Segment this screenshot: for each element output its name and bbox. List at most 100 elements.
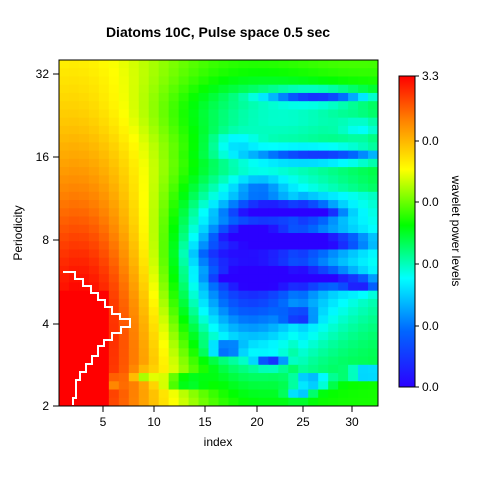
colorbar-tick-label: 0.0 bbox=[422, 319, 439, 333]
heatmap-cell bbox=[308, 373, 319, 382]
heatmap-cell bbox=[238, 191, 250, 201]
heatmap-cell bbox=[178, 331, 190, 341]
heatmap-cell bbox=[178, 249, 190, 259]
heatmap-cell bbox=[258, 142, 269, 152]
heatmap-cell bbox=[128, 290, 140, 300]
heatmap-cell bbox=[308, 265, 319, 275]
heatmap-cell bbox=[328, 290, 339, 300]
heatmap-cell bbox=[68, 183, 80, 193]
heatmap-cell bbox=[368, 356, 378, 366]
heatmap-cell bbox=[358, 389, 369, 399]
heatmap-cell bbox=[228, 340, 240, 349]
heatmap-cell bbox=[88, 381, 100, 391]
heatmap-cell bbox=[148, 142, 160, 152]
heatmap-cell bbox=[228, 356, 240, 366]
heatmap-cell bbox=[168, 208, 180, 218]
heatmap-cell bbox=[328, 76, 339, 86]
heatmap-cell bbox=[228, 265, 240, 275]
heatmap-cell bbox=[138, 323, 150, 333]
heatmap-cell bbox=[368, 397, 378, 406]
heatmap-cell bbox=[148, 183, 160, 193]
heatmap-cell bbox=[348, 175, 359, 185]
heatmap-cell bbox=[298, 150, 309, 160]
heatmap-cell bbox=[98, 150, 110, 160]
heatmap-cell bbox=[68, 92, 80, 102]
heatmap-cell bbox=[88, 142, 100, 152]
heatmap-cell bbox=[348, 348, 359, 358]
heatmap-cell bbox=[218, 92, 230, 102]
heatmap-cell bbox=[328, 340, 339, 349]
heatmap-cell bbox=[288, 101, 299, 111]
heatmap-cell bbox=[348, 265, 359, 275]
heatmap-cell bbox=[208, 101, 220, 111]
heatmap-cell bbox=[288, 364, 299, 374]
heatmap-cell bbox=[188, 142, 200, 152]
heatmap-cell bbox=[278, 84, 289, 94]
heatmap-cell bbox=[288, 224, 299, 234]
heatmap-cell bbox=[128, 92, 140, 102]
heatmap-cell bbox=[118, 76, 130, 86]
heatmap-cell bbox=[228, 92, 240, 102]
heatmap-cell bbox=[328, 216, 339, 226]
heatmap-cell bbox=[108, 92, 120, 102]
heatmap-cell bbox=[128, 60, 140, 69]
heatmap-cell bbox=[208, 68, 220, 78]
heatmap-cell bbox=[168, 265, 180, 275]
heatmap-cell bbox=[348, 373, 359, 382]
heatmap-cell bbox=[88, 109, 100, 119]
heatmap-cell bbox=[98, 265, 110, 275]
heatmap-cell bbox=[268, 134, 279, 143]
heatmap-cell bbox=[108, 274, 120, 284]
heatmap-cell bbox=[288, 323, 299, 333]
heatmap-cell bbox=[118, 60, 130, 69]
heatmap-cell bbox=[158, 315, 170, 325]
heatmap-cell bbox=[178, 117, 190, 127]
heatmap-cell bbox=[178, 208, 190, 218]
heatmap-cell bbox=[128, 183, 140, 193]
heatmap-cell bbox=[78, 183, 90, 193]
heatmap-cell bbox=[298, 92, 309, 102]
heatmap-cell bbox=[178, 109, 190, 119]
heatmap-cell bbox=[198, 282, 210, 292]
heatmap-cell bbox=[168, 183, 180, 193]
heatmap-cell bbox=[88, 389, 100, 399]
heatmap-cell bbox=[188, 60, 200, 69]
heatmap-cell bbox=[198, 101, 210, 111]
heatmap-cell bbox=[338, 175, 349, 185]
heatmap-cell bbox=[338, 109, 349, 119]
heatmap-cell bbox=[368, 290, 378, 300]
heatmap-cell bbox=[318, 381, 329, 391]
heatmap-cell bbox=[158, 356, 170, 366]
heatmap-cell bbox=[348, 125, 359, 135]
heatmap-cell bbox=[348, 84, 359, 94]
heatmap-cell bbox=[318, 208, 329, 218]
heatmap-cell bbox=[128, 200, 140, 209]
heatmap-cell bbox=[208, 224, 220, 234]
heatmap-cell bbox=[248, 142, 259, 152]
heatmap-cell bbox=[108, 381, 120, 391]
heatmap-cell bbox=[288, 76, 299, 86]
y-tick-32: 32 bbox=[36, 67, 59, 81]
heatmap-cell bbox=[118, 373, 130, 382]
heatmap-cell bbox=[168, 315, 180, 325]
heatmap-cell bbox=[218, 340, 230, 349]
heatmap-cell bbox=[248, 381, 259, 391]
heatmap-cell bbox=[228, 68, 240, 78]
heatmap-cell bbox=[228, 183, 240, 193]
colorbar-gradient bbox=[399, 76, 415, 387]
heatmap-cell bbox=[368, 389, 378, 399]
heatmap-cell bbox=[228, 397, 240, 406]
heatmap-cell bbox=[348, 364, 359, 374]
heatmap-cell bbox=[98, 307, 110, 316]
heatmap-cell bbox=[158, 175, 170, 185]
heatmap-cell bbox=[248, 134, 259, 143]
heatmap-cell bbox=[138, 265, 150, 275]
heatmap-cell bbox=[128, 331, 140, 341]
heatmap-cell bbox=[208, 109, 220, 119]
heatmap-cell bbox=[218, 241, 230, 251]
heatmap-cell bbox=[208, 216, 220, 226]
heatmap-cell bbox=[128, 167, 140, 176]
heatmap-cell bbox=[338, 373, 349, 382]
heatmap-cell bbox=[208, 76, 220, 86]
heatmap-cell bbox=[248, 76, 259, 86]
